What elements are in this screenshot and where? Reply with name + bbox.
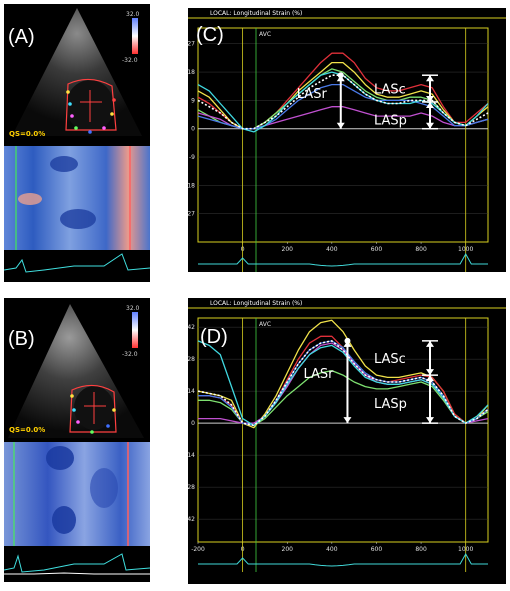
panel-label-d: (D) [200,326,228,348]
avc-label-c: AVC [259,31,271,38]
scale-bottom-b: -32.0 [122,351,138,358]
strain-plot-c: 271890-9-18-2702004006008001000AVCLASrLA… [188,17,506,272]
ecg-trace-d [198,552,488,567]
scale-top-b: 32.0 [126,305,140,312]
y-tick-label-d: 14 [188,388,195,395]
lasc-label-c: LASc [374,83,406,98]
lasr-arrow-c-head-top [336,75,345,82]
chart-header-c: LOCAL: Longitudinal Strain (%) [210,10,303,17]
strain-series-d-5 [197,340,489,427]
y-tick-label-c: -18 [188,182,195,189]
strain-series-d-6 [197,340,489,427]
y-tick-label-d: 42 [188,324,195,331]
y-tick-label-d: -14 [188,452,195,459]
y-tick-label-d: 28 [188,356,195,363]
lasc-arrow-d-head-top [426,340,434,347]
y-tick-label-c: -9 [189,154,195,161]
lasc-arrow-c-head-bottom [426,95,434,102]
lasr-arrow-d-head-top [343,340,352,347]
plot-frame-d [197,317,489,543]
scale-top-a: 32.0 [126,11,140,18]
panel-label-a: (A) [8,26,35,48]
echo-panel-b: 32.0 -32.0 (B) QS=0.0% [4,298,150,582]
y-tick-label-c: 27 [188,41,195,48]
strain-series-d-4 [198,340,489,427]
y-tick-label-c: 18 [188,69,195,76]
x-tick-label-c: 600 [371,246,383,253]
echo-image-a: 32.0 -32.0 [4,8,150,273]
strain-plot-d: 4228140-14-28-42-20002004006008001000AVC… [188,307,506,572]
lasp-arrow-d-head-top [426,375,434,382]
ecg-trace-c [198,252,488,267]
parametric-map-b [4,442,150,546]
lasc-arrow-d-head-bottom [426,369,434,376]
x-tick-label-c: 400 [326,246,338,253]
strain-chart-d: 4228140-14-28-42-20002004006008001000AVC… [188,298,506,584]
x-tick-label-c: 800 [415,246,427,253]
lasr-arrow-d-head-bottom [343,417,352,424]
x-tick-label-d: 400 [326,546,338,553]
x-tick-label-d: -200 [191,546,205,553]
y-tick-label-d: -28 [188,484,195,491]
lasp-arrow-c-head-bottom [426,122,434,129]
y-tick-label-c: 9 [191,97,195,104]
lasr-label-d: LASr [303,367,334,382]
color-scale-a [132,18,138,54]
y-tick-label-c: -27 [188,211,195,218]
x-tick-label-d: 800 [415,546,427,553]
y-tick-label-c: 0 [191,126,195,133]
lasp-arrow-d-head-bottom [426,417,434,424]
echo-image-b: 32.0 -32.0 [4,304,150,575]
panel-label-c: (C) [196,24,224,46]
strain-series-c-6 [197,74,489,130]
lasc-arrow-c-head-top [426,75,434,82]
x-tick-label-d: 200 [282,546,294,553]
strain-series-c-2 [197,68,489,130]
tracking-points-a [66,90,116,134]
lasp-label-d: LASp [374,397,407,412]
plot-frame-c [197,27,489,243]
y-tick-label-d: 0 [191,420,195,427]
x-tick-label-d: 600 [371,546,383,553]
panel-label-b: (B) [8,328,35,350]
scale-bottom-a: -32.0 [122,57,138,64]
lasr-arrow-c-head-bottom [336,122,345,129]
color-scale-b [132,312,138,348]
lasr-label-c: LASr [297,87,328,102]
lasc-label-d: LASc [374,352,406,367]
tracking-points-b [70,394,116,434]
y-tick-label-d: -42 [188,516,195,523]
strain-series-d-0 [197,319,489,429]
strain-chart-c: 271890-9-18-2702004006008001000AVCLASrLA… [188,8,506,272]
x-tick-label-c: 200 [282,246,294,253]
quality-score-a: QS=0.0% [9,130,46,138]
lasp-arrow-c-head-top [426,101,434,108]
chart-header-d: LOCAL: Longitudinal Strain (%) [210,300,303,307]
avc-label-d: AVC [259,321,271,328]
lasp-label-c: LASp [374,113,407,128]
strain-series-d-3 [198,342,489,424]
echo-panel-a: 32.0 -32.0 (A) QS=0.0% [4,4,150,282]
quality-score-b: QS=0.0% [9,426,46,434]
